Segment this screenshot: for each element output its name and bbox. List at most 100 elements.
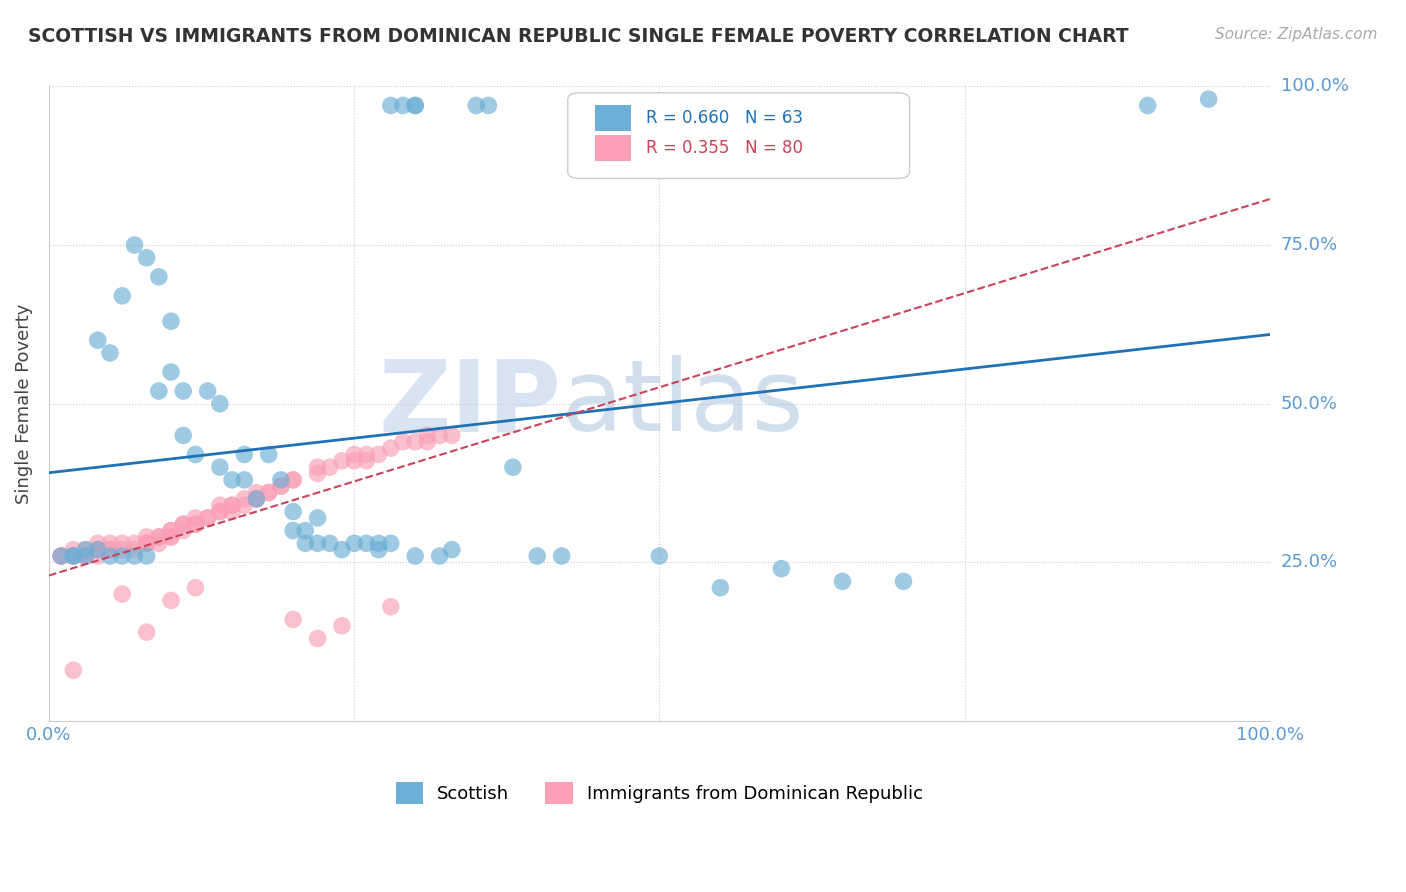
Point bbox=[233, 447, 256, 461]
Point bbox=[330, 454, 353, 468]
Point bbox=[319, 460, 342, 475]
Point bbox=[62, 549, 84, 563]
Point bbox=[62, 549, 84, 563]
Point bbox=[221, 505, 243, 519]
Point bbox=[392, 434, 415, 449]
Point bbox=[160, 530, 183, 544]
Text: 75.0%: 75.0% bbox=[1281, 236, 1339, 254]
Point bbox=[75, 549, 97, 563]
Point bbox=[356, 447, 378, 461]
Point bbox=[98, 536, 121, 550]
Point bbox=[160, 530, 183, 544]
Point bbox=[648, 549, 671, 563]
Text: R = 0.355   N = 80: R = 0.355 N = 80 bbox=[645, 139, 803, 157]
Point bbox=[62, 542, 84, 557]
Point bbox=[270, 479, 292, 493]
Text: 100.0%: 100.0% bbox=[1281, 78, 1348, 95]
Point bbox=[111, 549, 134, 563]
Point bbox=[87, 536, 110, 550]
Point bbox=[281, 612, 304, 626]
Point bbox=[831, 574, 853, 589]
Point bbox=[502, 460, 524, 475]
Point bbox=[221, 473, 243, 487]
Point bbox=[770, 562, 793, 576]
Point bbox=[257, 447, 280, 461]
Point bbox=[404, 98, 426, 112]
Point bbox=[62, 549, 84, 563]
Point bbox=[172, 517, 194, 532]
Point bbox=[281, 473, 304, 487]
Point bbox=[62, 663, 84, 677]
Point bbox=[526, 549, 548, 563]
Point bbox=[87, 549, 110, 563]
Point bbox=[281, 524, 304, 538]
Point bbox=[893, 574, 915, 589]
Point bbox=[294, 524, 316, 538]
Point bbox=[184, 447, 207, 461]
Text: SCOTTISH VS IMMIGRANTS FROM DOMINICAN REPUBLIC SINGLE FEMALE POVERTY CORRELATION: SCOTTISH VS IMMIGRANTS FROM DOMINICAN RE… bbox=[28, 27, 1129, 45]
Point bbox=[257, 485, 280, 500]
Point bbox=[208, 397, 231, 411]
Point bbox=[75, 549, 97, 563]
Point bbox=[208, 505, 231, 519]
Point bbox=[148, 530, 170, 544]
Point bbox=[87, 542, 110, 557]
Point bbox=[160, 524, 183, 538]
Point bbox=[343, 447, 366, 461]
Point bbox=[135, 536, 157, 550]
Point bbox=[257, 485, 280, 500]
Point bbox=[197, 511, 219, 525]
Point bbox=[111, 536, 134, 550]
Point bbox=[87, 542, 110, 557]
Point bbox=[51, 549, 73, 563]
Point bbox=[1198, 92, 1220, 106]
Point bbox=[197, 384, 219, 398]
Point bbox=[98, 346, 121, 360]
Text: 50.0%: 50.0% bbox=[1281, 395, 1337, 413]
Point bbox=[160, 365, 183, 379]
Point bbox=[550, 549, 572, 563]
Point bbox=[98, 542, 121, 557]
Point bbox=[111, 289, 134, 303]
Point bbox=[135, 625, 157, 640]
Point bbox=[75, 542, 97, 557]
Point bbox=[208, 498, 231, 512]
Point bbox=[367, 542, 389, 557]
FancyBboxPatch shape bbox=[595, 105, 631, 131]
Point bbox=[75, 542, 97, 557]
Point bbox=[184, 581, 207, 595]
Text: Source: ZipAtlas.com: Source: ZipAtlas.com bbox=[1215, 27, 1378, 42]
Point bbox=[111, 542, 134, 557]
Point bbox=[233, 473, 256, 487]
Point bbox=[172, 428, 194, 442]
Point bbox=[208, 505, 231, 519]
Point bbox=[281, 505, 304, 519]
Point bbox=[465, 98, 488, 112]
Point bbox=[245, 491, 267, 506]
Point bbox=[184, 517, 207, 532]
Point bbox=[148, 269, 170, 284]
FancyBboxPatch shape bbox=[595, 136, 631, 161]
Point bbox=[135, 530, 157, 544]
Point bbox=[124, 238, 146, 252]
Point bbox=[111, 587, 134, 601]
Point bbox=[135, 536, 157, 550]
Text: R = 0.660   N = 63: R = 0.660 N = 63 bbox=[645, 109, 803, 128]
Point bbox=[160, 593, 183, 607]
Point bbox=[87, 542, 110, 557]
FancyBboxPatch shape bbox=[568, 93, 910, 178]
Point bbox=[404, 549, 426, 563]
Point bbox=[98, 542, 121, 557]
Point bbox=[160, 524, 183, 538]
Point bbox=[380, 441, 402, 455]
Text: ZIP: ZIP bbox=[378, 355, 561, 452]
Point bbox=[356, 454, 378, 468]
Point bbox=[62, 549, 84, 563]
Point bbox=[124, 542, 146, 557]
Point bbox=[245, 491, 267, 506]
Point bbox=[184, 517, 207, 532]
Y-axis label: Single Female Poverty: Single Female Poverty bbox=[15, 303, 32, 504]
Point bbox=[135, 251, 157, 265]
Point bbox=[245, 485, 267, 500]
Point bbox=[294, 536, 316, 550]
